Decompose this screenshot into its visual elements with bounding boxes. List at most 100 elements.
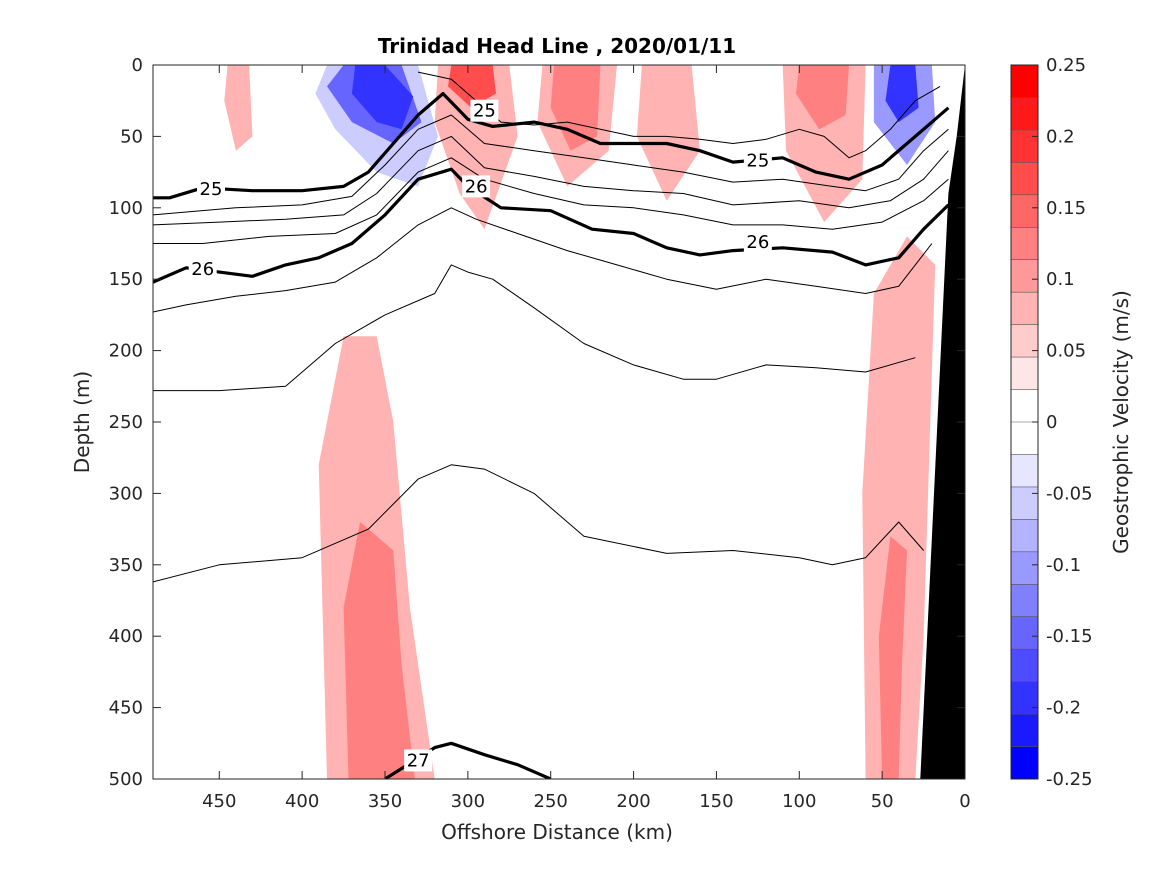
colorbar-swatch	[1011, 194, 1038, 228]
contour-sigma-26.5	[153, 264, 916, 392]
velocity-region-pos-180	[636, 65, 700, 201]
y-tick-label: 450	[109, 698, 143, 719]
colorbar-tick-label: -0.1	[1046, 555, 1081, 576]
contour-sigma-25	[153, 92, 950, 200]
colorbar-swatch	[1011, 162, 1038, 196]
y-tick-label: 150	[109, 269, 143, 290]
colorbar-ticks: 0.25 0.2 0.15 0.1 0.05 0 -0.05 -0.1 -0.15 -0.2 -0.…	[1032, 55, 1093, 790]
velocity-region-deep-pos-360-core	[343, 522, 415, 779]
colorbar-swatch	[1011, 486, 1038, 520]
velocity-region-deep-neg-80	[824, 621, 844, 779]
velocity-region-deep-neg-240	[550, 579, 588, 779]
contour-label-bg	[743, 149, 772, 172]
x-tick-label: 450	[202, 791, 236, 812]
x-tick-label: 150	[699, 791, 733, 812]
contour-label-bg	[188, 258, 217, 281]
colorbar-swatch	[1011, 129, 1038, 163]
colorbar-tick-label: -0.15	[1046, 626, 1093, 647]
colorbar-swatch	[1011, 519, 1038, 553]
contour-label-25: 25	[746, 151, 769, 172]
colorbar-swatch	[1011, 649, 1038, 683]
velocity-region-pos-85-core	[796, 65, 849, 130]
contour-label-26: 26	[746, 232, 769, 253]
colorbar-swatch	[1011, 551, 1038, 585]
contour-sigma-25.8	[153, 157, 949, 244]
colorbar-tick-label: 0.25	[1046, 55, 1086, 76]
y-tick-label: 200	[109, 341, 143, 362]
colorbar-swatch	[1011, 227, 1038, 261]
y-axis-label: Depth (m)	[70, 371, 94, 473]
contour-labels: 25 25 25 26 26 26 27	[188, 99, 772, 772]
contour-label-bg	[470, 99, 499, 122]
contour-label-25: 25	[200, 179, 223, 200]
colorbar-swatches	[1011, 65, 1038, 780]
colorbar-swatch	[1011, 292, 1038, 326]
colorbar-swatch	[1011, 714, 1038, 747]
contour-sigma-24.5	[417, 71, 941, 159]
x-axis: 450 400 350 300 250 200 150 100 50 0	[202, 65, 971, 812]
colorbar-tick-label: -0.25	[1046, 769, 1093, 790]
contour-sigma-26.8	[153, 464, 924, 583]
colorbar-tick-label: -0.2	[1046, 698, 1081, 719]
y-axis: 0 50 100 150 200 250 300 350 400 450 500	[109, 55, 965, 790]
colorbar-swatch	[1011, 389, 1038, 423]
colorbar-tick-label: 0	[1046, 412, 1057, 433]
velocity-field	[153, 65, 946, 779]
y-tick-label: 50	[120, 126, 143, 147]
colorbar: 0.25 0.2 0.15 0.1 0.05 0 -0.05 -0.1 -0.15 -0.2 -0.…	[1010, 55, 1093, 790]
colorbar-tick-label: 0.15	[1046, 198, 1086, 219]
contour-label-bg	[404, 749, 433, 772]
y-tick-label: 400	[109, 626, 143, 647]
colorbar-swatch	[1011, 357, 1038, 390]
colorbar-swatch	[1011, 616, 1038, 650]
y-tick-label: 100	[109, 198, 143, 219]
contour-sigma-25.2	[153, 114, 949, 216]
y-tick-label: 350	[109, 555, 143, 576]
y-tick-label: 250	[109, 412, 143, 433]
x-tick-label: 0	[959, 791, 970, 812]
colorbar-tick-label: 0.2	[1046, 126, 1075, 147]
plot-area: 25 25 25 26 26 26 27	[152, 64, 966, 780]
x-tick-label: 200	[616, 791, 650, 812]
colorbar-swatch	[1011, 259, 1038, 293]
bathymetry-continental-slope	[920, 65, 965, 779]
velocity-region-deep-neg-290	[467, 464, 518, 779]
chart-title: Trinidad Head Line , 2020/01/11	[378, 34, 736, 58]
x-tick-label: 400	[285, 791, 319, 812]
x-tick-label: 350	[368, 791, 402, 812]
velocity-region-pos-300-core	[448, 65, 496, 108]
bathymetry-layer	[920, 65, 965, 779]
contour-sigma-25.5	[153, 135, 949, 226]
colorbar-swatch	[1011, 454, 1038, 488]
x-axis-label: Offshore Distance (km)	[441, 820, 673, 844]
y-tick-label: 300	[109, 483, 143, 504]
colorbar-tick-label: 0.05	[1046, 341, 1086, 362]
colorbar-tick-label: -0.05	[1046, 483, 1093, 504]
velocity-region-west-neg-weak	[153, 65, 211, 187]
contour-label-bg	[743, 231, 772, 254]
x-tick-label: 100	[782, 791, 816, 812]
x-tick-label: 300	[451, 791, 485, 812]
colorbar-swatch	[1011, 65, 1038, 98]
colorbar-tick-label: 0.1	[1046, 269, 1075, 290]
contour-sigma-26	[153, 167, 950, 284]
colorbar-swatch	[1011, 584, 1038, 618]
colorbar-label: Geostrophic Velocity (m/s)	[1109, 290, 1133, 554]
x-tick-label: 250	[534, 791, 568, 812]
velocity-region-pos-440	[224, 65, 253, 151]
contour-label-26: 26	[465, 176, 488, 197]
density-contours	[153, 71, 950, 779]
colorbar-swatch	[1011, 746, 1038, 780]
contour-label-27: 27	[407, 750, 430, 771]
y-tick-label: 500	[109, 769, 143, 790]
colorbar-swatch	[1011, 681, 1038, 715]
contour-label-bg	[197, 178, 225, 201]
contour-sigma-26.2	[153, 207, 933, 313]
velocity-region-coastal-jet-core	[885, 65, 919, 123]
colorbar-swatch	[1011, 324, 1038, 358]
contour-label-25: 25	[473, 101, 496, 122]
y-tick-label: 0	[132, 55, 143, 76]
colorbar-swatch	[1011, 97, 1038, 131]
velocity-region-deep-pos-coast-core	[878, 536, 907, 779]
